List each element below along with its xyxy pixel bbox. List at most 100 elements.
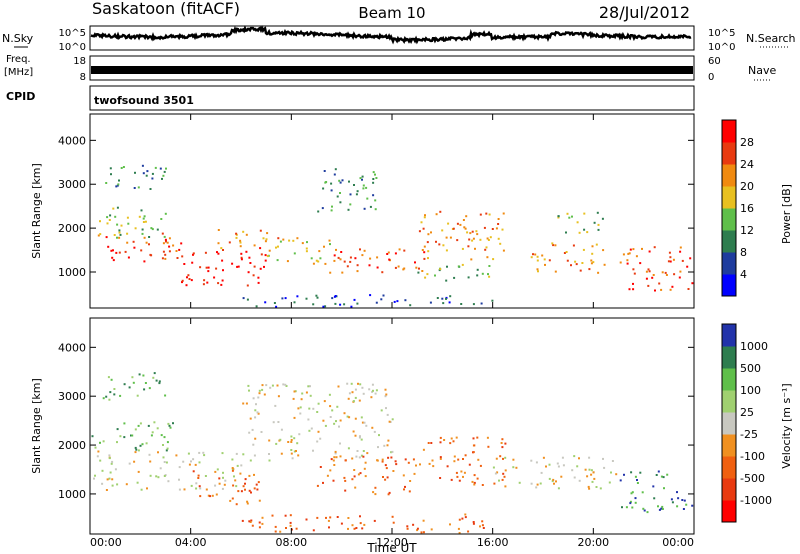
scatter-cell: [286, 260, 289, 263]
scatter-cell: [481, 524, 484, 527]
scatter-cell: [498, 479, 500, 482]
scatter-cell: [575, 263, 578, 266]
scatter-cell: [476, 268, 479, 271]
scatter-cell: [475, 230, 478, 233]
scatter-cell: [473, 483, 476, 486]
scatter-cell: [101, 469, 104, 472]
scatter-cell: [297, 454, 300, 457]
scatter-cell: [263, 393, 266, 396]
scatter-cell: [504, 456, 507, 459]
scatter-cell: [323, 170, 326, 172]
scatter-cell: [573, 455, 576, 458]
colorbar-tick-label: 20: [740, 180, 754, 193]
colorbar-tick-label: 4: [740, 268, 747, 281]
scatter-cell: [102, 440, 105, 443]
scatter-cell: [338, 425, 340, 428]
scatter-cell: [172, 244, 175, 247]
scatter-cell: [137, 186, 140, 189]
scatter-cell: [140, 249, 143, 252]
scatter-cell: [285, 527, 287, 529]
scatter-cell: [348, 392, 351, 395]
scatter-cell: [556, 462, 559, 465]
scatter-cell: [602, 249, 605, 252]
scatter-cell: [591, 252, 594, 255]
scatter-cell: [305, 297, 308, 300]
scatter-cell: [115, 185, 118, 188]
scatter-cell: [646, 511, 649, 514]
scatter-cell: [328, 393, 331, 396]
scatter-cell: [407, 461, 410, 464]
scatter-cell: [317, 260, 320, 263]
scatter-cell: [479, 525, 481, 528]
scatter-cell: [501, 446, 504, 449]
scatter-cell: [308, 429, 311, 432]
scatter-cell: [192, 470, 195, 473]
scatter-cell: [492, 466, 495, 469]
scatter-cell: [199, 266, 202, 269]
scatter-cell: [403, 267, 406, 270]
scatter-cell: [576, 465, 579, 468]
colorbar-segment: [722, 120, 736, 143]
scatter-cell: [248, 256, 251, 259]
scatter-cell: [676, 505, 679, 508]
scatter-cell: [300, 398, 303, 401]
scatter-cell: [166, 447, 169, 450]
scatter-cell: [112, 207, 115, 210]
colorbar-segment: [722, 230, 736, 253]
scatter-cell: [150, 227, 153, 230]
freq-panel: [89, 55, 695, 81]
scatter-cell: [151, 431, 154, 434]
scatter-cell: [333, 422, 336, 425]
scatter-cell: [344, 479, 347, 482]
scatter-cell: [361, 527, 364, 530]
scatter-cell: [359, 435, 361, 438]
scatter-cell: [372, 181, 375, 184]
scatter-cell: [494, 472, 497, 475]
scatter-cell: [434, 274, 436, 277]
scatter-cell: [374, 173, 376, 176]
scatter-cell: [264, 254, 267, 257]
scatter-cell: [119, 233, 122, 236]
scatter-cell: [107, 245, 110, 248]
scatter-cell: [530, 256, 533, 259]
scatter-cell: [166, 241, 169, 244]
scatter-cell: [496, 471, 499, 474]
scatter-cell: [543, 258, 546, 261]
scatter-cell: [578, 231, 581, 234]
scatter-cell: [151, 228, 154, 231]
scatter-cell: [163, 235, 166, 238]
x-axis-label: Time UT: [366, 541, 417, 554]
scatter-cell: [542, 456, 545, 459]
velocity-colorbar: 1000 500 100 25 -25 -100 -500 -1000: [721, 323, 772, 523]
scatter-cell: [388, 258, 391, 261]
scatter-cell: [364, 461, 367, 464]
scatter-cell: [118, 229, 121, 232]
scatter-cell: [99, 441, 101, 444]
scatter-cell: [257, 412, 260, 415]
scatter-cell: [356, 270, 359, 273]
scatter-cell: [296, 237, 299, 240]
scatter-cell: [430, 528, 433, 531]
scatter-cell: [588, 487, 591, 490]
scatter-cell: [131, 434, 134, 437]
scatter-cell: [299, 406, 302, 409]
scatter-cell: [627, 252, 630, 255]
scatter-cell: [669, 288, 672, 291]
scatter-cell: [250, 491, 252, 494]
scatter-cell: [292, 239, 295, 242]
scatter-cell: [248, 431, 251, 434]
scatter-cell: [237, 265, 240, 268]
scatter-cell: [197, 477, 200, 479]
scatter-cell: [639, 471, 642, 474]
scatter-cell: [111, 478, 114, 481]
scatter-cell: [239, 241, 242, 244]
scatter-cell: [290, 439, 293, 441]
scatter-cell: [316, 440, 319, 443]
scatter-cell: [422, 227, 425, 230]
scatter-cell: [245, 402, 248, 405]
scatter-cell: [335, 420, 337, 423]
scatter-cell: [415, 266, 418, 269]
scatter-cell: [192, 253, 194, 256]
scatter-cell: [548, 463, 551, 466]
scatter-cell: [625, 506, 628, 509]
